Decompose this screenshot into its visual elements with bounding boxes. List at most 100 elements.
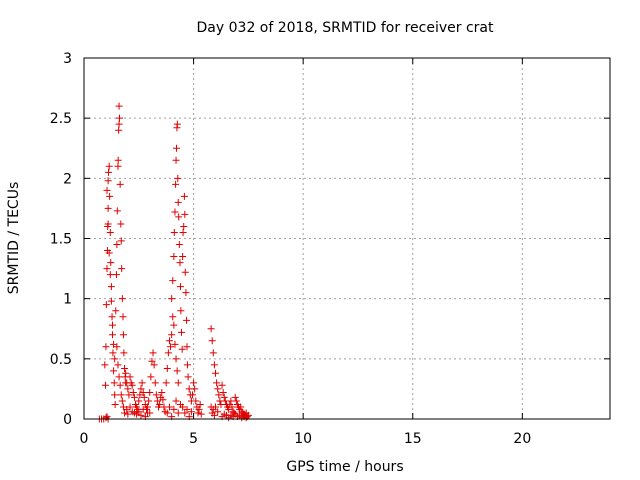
data-point — [105, 249, 113, 257]
data-point — [102, 343, 110, 351]
data-point — [170, 228, 178, 236]
data-point — [104, 204, 112, 212]
x-tick-label: 5 — [189, 431, 198, 447]
data-point — [163, 364, 171, 372]
data-point — [104, 220, 112, 228]
data-point — [179, 228, 187, 236]
data-point — [117, 237, 125, 245]
data-point — [101, 361, 109, 369]
data-point — [188, 391, 196, 399]
data-point — [179, 403, 187, 411]
data-point — [158, 389, 166, 397]
data-point — [115, 373, 123, 381]
data-point — [120, 349, 128, 357]
data-point — [187, 408, 195, 416]
data-point — [118, 397, 126, 405]
data-point — [101, 381, 109, 389]
data-point — [172, 355, 180, 363]
data-point — [197, 410, 205, 418]
data-point — [107, 259, 115, 267]
data-point — [103, 265, 111, 273]
data-point — [130, 393, 138, 401]
data-point — [112, 307, 120, 315]
data-point — [115, 120, 123, 128]
data-point — [232, 397, 240, 405]
data-point — [111, 401, 119, 409]
data-point — [146, 389, 154, 397]
y-tick-label: 0.5 — [50, 352, 72, 368]
data-point — [125, 391, 133, 399]
data-point — [237, 403, 245, 411]
data-point — [182, 289, 190, 297]
data-point — [181, 268, 189, 276]
data-point — [121, 364, 129, 372]
x-tick-label: 15 — [404, 431, 422, 447]
data-point — [113, 207, 121, 215]
data-point — [129, 389, 137, 397]
data-point — [151, 379, 159, 387]
data-point — [106, 271, 114, 279]
data-point — [172, 144, 180, 152]
data-point — [165, 337, 173, 345]
data-point — [171, 208, 179, 216]
data-point — [191, 385, 199, 393]
data-point — [126, 373, 134, 381]
data-point — [180, 222, 188, 230]
data-point — [108, 321, 116, 329]
data-point — [156, 401, 164, 409]
chart-title: Day 032 of 2018, SRMTID for receiver cra… — [197, 20, 494, 36]
data-point — [194, 409, 202, 417]
data-point — [115, 126, 123, 134]
data-point — [181, 210, 189, 218]
data-point — [231, 393, 239, 401]
data-point — [173, 120, 181, 128]
x-tick-label: 10 — [294, 431, 312, 447]
y-tick-label: 3 — [63, 51, 72, 67]
data-point — [110, 379, 118, 387]
data-point — [116, 381, 124, 389]
data-point — [213, 379, 221, 387]
data-point — [183, 405, 191, 413]
data-point — [176, 283, 184, 291]
data-point — [108, 313, 116, 321]
data-point — [105, 168, 113, 176]
x-tick-label: 0 — [80, 431, 89, 447]
data-point — [195, 405, 203, 413]
plot-frame — [83, 57, 611, 420]
data-point — [140, 393, 148, 401]
data-point — [214, 408, 222, 416]
data-point — [159, 396, 167, 404]
data-point — [146, 409, 154, 417]
data-point — [172, 180, 180, 188]
data-point — [153, 397, 161, 405]
data-point — [113, 241, 121, 249]
data-point — [209, 349, 217, 357]
data-point — [116, 114, 124, 122]
x-tick-label: 20 — [513, 431, 531, 447]
data-point — [108, 331, 116, 339]
data-point — [210, 361, 218, 369]
data-point — [149, 349, 157, 357]
data-point — [145, 397, 153, 405]
data-point — [212, 403, 219, 411]
data-point — [178, 345, 186, 353]
data-point — [124, 385, 132, 393]
data-point — [109, 349, 117, 357]
data-point — [178, 328, 186, 336]
data-point — [137, 385, 145, 393]
data-point — [118, 295, 126, 303]
data-point — [126, 403, 134, 411]
y-tick-label: 1 — [63, 292, 72, 308]
data-point — [107, 297, 115, 305]
data-point — [163, 409, 171, 417]
y-axis-label: SRMTID / TECUs — [6, 182, 22, 295]
data-point — [179, 253, 187, 261]
data-point — [180, 192, 188, 200]
data-point — [214, 385, 222, 393]
data-point — [170, 253, 178, 261]
y-tick-label: 2 — [63, 171, 72, 187]
data-point — [190, 379, 198, 387]
data-point — [122, 369, 130, 377]
data-point — [135, 397, 143, 405]
data-point — [113, 343, 121, 351]
